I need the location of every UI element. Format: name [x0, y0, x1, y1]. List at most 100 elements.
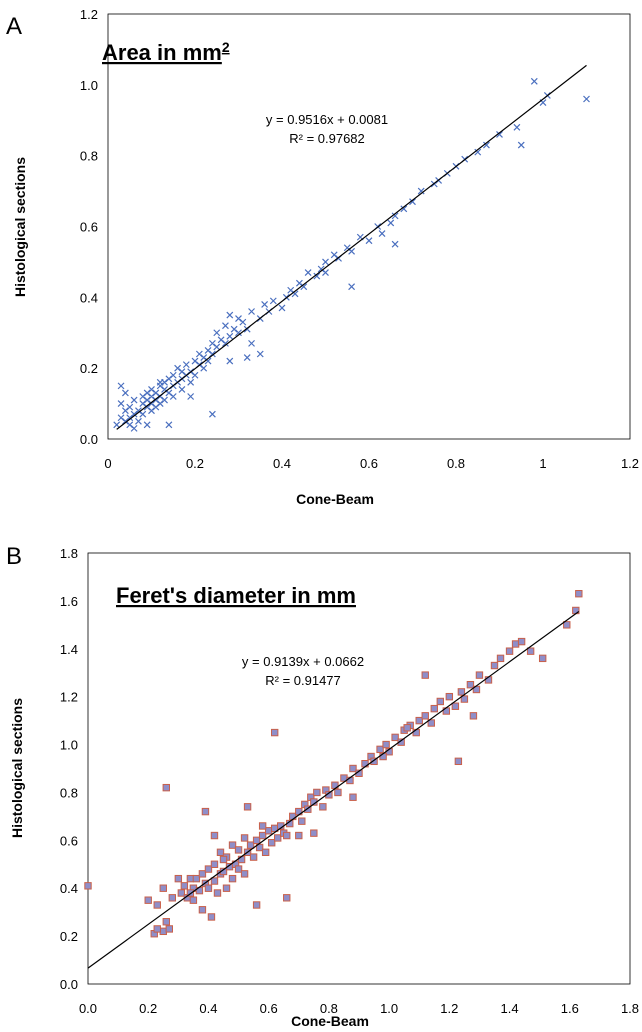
panel-a-data-point [113, 421, 121, 429]
panel-a-data-point [304, 269, 312, 276]
panel-b-data-point [201, 807, 210, 816]
panel-a-data-point [182, 361, 190, 369]
panel-b-data-point [192, 874, 201, 883]
panel-b-data-point [283, 894, 291, 902]
panel-a-data-point [235, 329, 242, 337]
panel-b-data-point [283, 831, 291, 840]
panel-b-data-point [234, 846, 243, 854]
panel-b-data-point [204, 865, 213, 873]
panel-b-x-tick-label: 0.2 [139, 1001, 157, 1016]
panel-b-data-point [204, 884, 213, 892]
panel-b-data-point [391, 733, 399, 742]
panel-b-x-tick-label: 1.8 [621, 1001, 639, 1016]
panel-b-data-point [222, 884, 231, 892]
panel-b-data-point [264, 827, 273, 835]
panel-a: A Area in mm2 y = 0.9516x + 0.0081 R² = … [6, 7, 639, 507]
panel-a-data-point [226, 357, 234, 365]
panel-b-data-point [270, 728, 279, 737]
panel-b-data-point [198, 870, 207, 878]
panel-a-data-point [139, 410, 147, 418]
panel-a-data-point [117, 414, 125, 422]
panel-a-data-point [222, 339, 229, 347]
panel-a-y-tick-label: 1.2 [80, 7, 98, 22]
panel-b-y-tick-label: 0.2 [60, 929, 78, 944]
panel-b-x-tick-label: 0.0 [79, 1001, 97, 1016]
panel-a-data-point [165, 421, 173, 429]
panel-a-x-tick-label: 0.6 [360, 456, 378, 471]
panel-a-data-point [208, 350, 216, 358]
panel-b-data-point [454, 757, 463, 766]
panel-a-title-main: Area in mm [102, 40, 222, 65]
panel-b-data-point [436, 697, 445, 706]
panel-b-data-point [162, 918, 170, 926]
panel-a-equation: y = 0.9516x + 0.0081 [266, 112, 388, 127]
panel-b-data-point [240, 870, 249, 878]
panel-b-data-point [361, 760, 369, 768]
panel-b-x-tick-label: 1.0 [380, 1001, 398, 1016]
panel-b-data-point [153, 925, 161, 933]
panel-b-data-point [334, 788, 342, 797]
panel-b-data-point [460, 695, 469, 703]
panel-b-data-point [243, 803, 252, 811]
panel-a-data-point [178, 385, 186, 393]
panel-b-data-point [430, 704, 438, 713]
panel-a-data-point [400, 205, 408, 213]
panel-a-data-point [156, 378, 164, 386]
panel-a-y-axis-label: Histological sections [12, 157, 28, 297]
panel-a-data-point [365, 237, 373, 245]
panel-a-data-point [496, 130, 503, 138]
panel-a-data-point [348, 283, 356, 291]
panel-b-data-point [249, 853, 258, 861]
panel-b-data-point [376, 745, 384, 754]
panel-a-data-point [226, 311, 234, 319]
panel-a-data-point [387, 219, 395, 227]
panel-b-data-point [295, 831, 303, 840]
panel-b-y-tick-label: 1.8 [60, 546, 78, 561]
panel-b-data-point [526, 647, 535, 655]
panel-b-y-tick-label: 1.4 [60, 642, 78, 657]
panel-a-y-tick-label: 0.4 [80, 290, 98, 305]
panel-a-data-point [204, 357, 212, 365]
panel-b-data-point [349, 764, 357, 773]
panel-a-points [113, 77, 590, 432]
panel-b-data-point [162, 783, 170, 792]
panel-b-data-point [261, 848, 270, 857]
panel-b-data-point [267, 839, 276, 847]
panel-a-data-point [117, 400, 125, 408]
panel-b-x-tick-labels: 0.0 0.2 0.4 0.6 0.8 1.0 1.2 1.4 1.6 1.8 [79, 1001, 639, 1016]
panel-b-data-point [563, 621, 571, 629]
panel-b-data-point [538, 654, 547, 663]
panel-b-y-tick-label: 0.6 [60, 833, 78, 848]
panel-a-y-tick-label: 0.2 [80, 361, 98, 376]
panel-a-x-axis-label: Cone-Beam [296, 491, 374, 507]
panel-b-y-tick-label: 1.2 [60, 690, 78, 705]
panel-b-data-point [451, 702, 460, 710]
panel-b-data-point [216, 848, 225, 857]
panel-b-data-point [207, 913, 216, 921]
panel-b-data-point [153, 901, 161, 909]
panel-a-y-tick-label: 0.8 [80, 149, 98, 164]
panel-a-data-point [583, 95, 590, 103]
panel-b-data-point [198, 906, 207, 914]
panel-b-x-tick-label: 0.4 [199, 1001, 217, 1016]
panel-a-r-squared: R² = 0.97682 [289, 131, 365, 146]
panel-b-data-point [298, 817, 306, 825]
panel-a-data-point [313, 272, 321, 280]
panel-b-x-tick-label: 1.4 [501, 1001, 519, 1016]
panel-b-plot-frame [87, 552, 631, 985]
panel-b-y-tick-label: 0.0 [60, 977, 78, 992]
panel-a-data-point [513, 123, 521, 131]
panel-b-data-point [517, 637, 526, 646]
panel-a-y-tick-labels: 0.0 0.2 0.4 0.6 0.8 1.0 1.2 [80, 7, 98, 447]
panel-b-data-point [186, 874, 195, 883]
panel-a-data-point [121, 389, 129, 397]
panel-a-data-point [161, 396, 168, 404]
panel-b-data-point [313, 788, 321, 797]
panel-b-equation: y = 0.9139x + 0.0662 [242, 654, 364, 669]
panel-a-data-point [187, 393, 195, 400]
panel-b-trendline [87, 610, 580, 969]
panel-a-x-tick-label: 0.8 [447, 456, 465, 471]
panel-a-data-point [213, 329, 221, 337]
panel-a-data-point [222, 322, 229, 330]
panel-b-y-tick-label: 0.8 [60, 785, 78, 800]
